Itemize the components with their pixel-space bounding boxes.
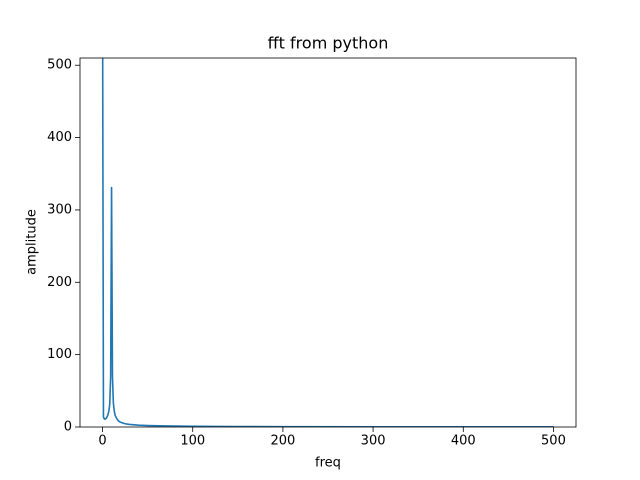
x-tick-label: 500 <box>541 434 566 449</box>
y-axis-label: amplitude <box>25 209 40 275</box>
x-tick-label: 300 <box>361 434 386 449</box>
y-tick-label: 100 <box>47 347 72 362</box>
x-tick-label: 200 <box>270 434 295 449</box>
chart-title: fft from python <box>268 34 389 53</box>
x-tick-label: 400 <box>451 434 476 449</box>
data-line <box>101 58 554 427</box>
y-tick-label: 200 <box>47 275 72 290</box>
x-tick-label: 100 <box>180 434 205 449</box>
y-tick-label: 0 <box>64 420 72 435</box>
x-tick-label: 0 <box>98 434 106 449</box>
y-tick-label: 300 <box>47 202 72 217</box>
x-axis-label: freq <box>315 456 341 471</box>
y-tick-label: 400 <box>47 130 72 145</box>
plot-frame <box>79 57 577 428</box>
y-tick-label: 500 <box>47 58 72 73</box>
